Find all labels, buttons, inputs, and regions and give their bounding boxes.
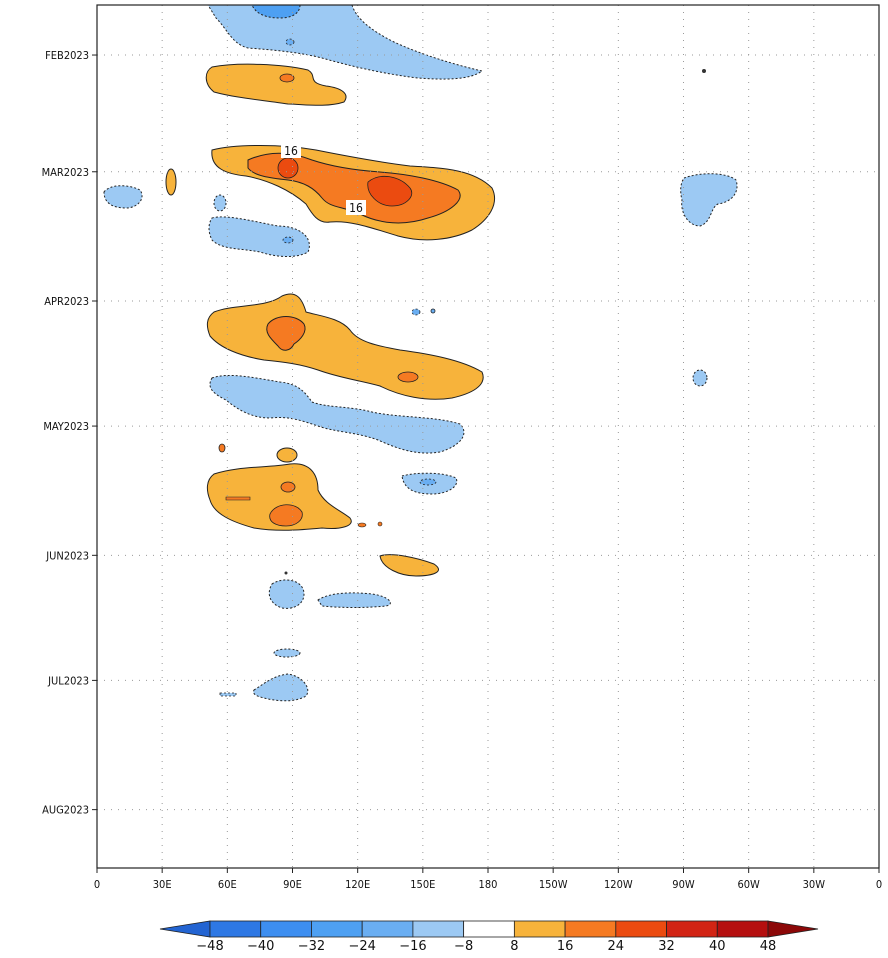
colorbar-label: 16 xyxy=(557,939,574,954)
colorbar-box xyxy=(209,920,262,938)
colorbar-box xyxy=(666,920,718,938)
x-tick-label: 0 xyxy=(876,878,882,891)
colorbar-arrow-low xyxy=(159,920,211,938)
colorbar-box xyxy=(564,920,617,938)
y-tick-label: AUG2023 xyxy=(42,804,89,817)
colorbar-box xyxy=(311,920,363,938)
colorbar-box xyxy=(716,920,769,938)
colorbar-label: −40 xyxy=(247,939,274,954)
colorbar-box xyxy=(615,920,667,938)
negative-anomaly-mar xyxy=(103,173,738,257)
colorbar-label: 48 xyxy=(760,939,777,954)
colorbar-label: 40 xyxy=(709,939,726,954)
y-axis: FEB2023 MAR2023 APR2023 MAY2023 JUN2023 JUL20… xyxy=(42,49,97,817)
grid xyxy=(97,5,879,868)
positive-anomaly-feb xyxy=(205,63,347,106)
colorbar-box xyxy=(463,920,515,938)
positive-anomaly-mar xyxy=(165,145,495,241)
x-tick-label: 150E xyxy=(410,878,435,891)
colorbar-box xyxy=(513,920,566,938)
x-tick-label: 30E xyxy=(153,878,172,891)
speckle-mark xyxy=(284,571,288,575)
contour-label: 16 xyxy=(349,201,363,215)
contour-label: 16 xyxy=(284,144,298,158)
colorbar-label: −24 xyxy=(348,939,375,954)
x-tick-label: 60E xyxy=(218,878,237,891)
plot-frame xyxy=(96,4,880,869)
negative-anomaly-may xyxy=(209,374,465,495)
x-axis: 0 30E 60E 90E 120E 150E 180 150W 120W 90W 60W 30W 0 xyxy=(94,868,882,891)
colorbar-label: 32 xyxy=(658,939,675,954)
x-tick-label: 30W xyxy=(803,878,826,891)
colorbar-box xyxy=(412,920,465,938)
speckle-mark xyxy=(702,69,706,73)
colorbar-box xyxy=(260,920,312,938)
y-tick-label: MAY2023 xyxy=(43,420,89,433)
contour-labels: 16 16 xyxy=(281,143,366,215)
x-tick-label: 90E xyxy=(283,878,302,891)
negative-anomaly-jun-jul xyxy=(219,579,391,702)
colorbar-arrow-high xyxy=(767,920,819,938)
colorbar-label: −16 xyxy=(399,939,426,954)
y-tick-label: APR2023 xyxy=(44,295,89,308)
x-tick-label: 120W xyxy=(604,878,633,891)
colorbar-label: 8 xyxy=(510,939,518,954)
positive-anomaly-may-jun xyxy=(206,443,439,577)
colorbar: −48 −40 −32 −24 −16 −8 8 16 24 32 40 48 xyxy=(159,920,819,954)
y-tick-label: MAR2023 xyxy=(42,166,89,179)
x-tick-label: 180 xyxy=(479,878,498,891)
colorbar-box xyxy=(361,920,414,938)
x-tick-label: 120E xyxy=(345,878,370,891)
y-tick-label: JUL2023 xyxy=(47,674,89,687)
colorbar-label: −32 xyxy=(298,939,325,954)
negative-anomaly-feb xyxy=(207,5,484,80)
y-tick-label: JUN2023 xyxy=(45,549,89,562)
x-tick-label: 150W xyxy=(539,878,568,891)
colorbar-label: 24 xyxy=(608,939,625,954)
positive-anomaly-apr xyxy=(206,293,708,400)
x-tick-label: 90W xyxy=(672,878,695,891)
colorbar-label: −48 xyxy=(196,939,223,954)
contour-fields xyxy=(103,5,738,702)
x-tick-label: 60W xyxy=(737,878,760,891)
y-tick-label: FEB2023 xyxy=(45,49,89,62)
colorbar-label: −8 xyxy=(454,939,473,954)
x-tick-label: 0 xyxy=(94,878,100,891)
